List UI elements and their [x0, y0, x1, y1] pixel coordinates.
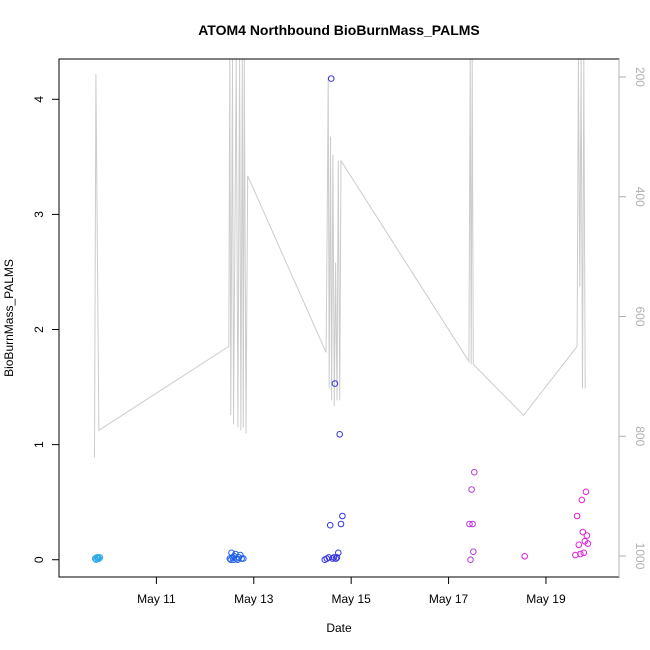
chart-title: ATOM4 Northbound BioBurnMass_PALMS [198, 22, 480, 38]
data-point [232, 550, 239, 558]
data-point [467, 556, 474, 564]
x-tick-label: May 15 [331, 592, 371, 606]
y-tick-label: 1 [32, 441, 46, 448]
y-tick-label: 3 [32, 211, 46, 218]
data-point [91, 555, 99, 562]
data-point [339, 512, 346, 520]
x-axis-label: Date [326, 621, 352, 635]
y2-tick-label: 1000 [633, 543, 647, 570]
data-point [573, 512, 581, 520]
data-point [332, 555, 340, 562]
x-tick-label: May 11 [137, 592, 176, 606]
data-point [578, 496, 586, 504]
data-point [325, 554, 333, 561]
data-point [580, 549, 588, 557]
data-point [329, 555, 336, 562]
y2-tick-label: 200 [633, 67, 647, 87]
data-point [582, 488, 590, 496]
data-point [336, 431, 344, 438]
data-point [337, 520, 345, 528]
data-point [583, 532, 591, 539]
pressure-line [94, 59, 586, 458]
y2-tick-label: 600 [633, 306, 647, 326]
pressure-line-layer [94, 59, 586, 458]
data-point [96, 554, 104, 561]
y2-tick-label: 400 [633, 187, 647, 207]
data-point [240, 555, 247, 562]
data-point [469, 520, 476, 528]
data-point [230, 556, 237, 564]
data-point [584, 540, 592, 547]
data-point [575, 541, 583, 549]
x-tick-label: May 17 [429, 592, 469, 606]
y-tick-label: 0 [32, 556, 46, 563]
data-point [579, 528, 587, 536]
data-point [331, 380, 339, 387]
data-point [95, 555, 103, 562]
data-point [333, 554, 341, 561]
data-point [471, 468, 478, 476]
data-point [335, 549, 342, 557]
x-tick-label: May 19 [526, 592, 566, 606]
data-point [577, 550, 584, 558]
axes-layer: May 11 May 13 May 15 May 17 May 19 0 1 2 3 4 200 40… [32, 58, 647, 606]
y-tick-label: 4 [32, 96, 46, 103]
data-point [327, 75, 335, 82]
y2-tick-label: 800 [633, 426, 647, 446]
data-point [468, 486, 475, 493]
data-point [521, 553, 529, 560]
data-point [466, 520, 473, 528]
data-points-layer [91, 75, 592, 564]
data-point [326, 521, 334, 529]
y-tick-label: 2 [32, 326, 46, 333]
y-axis-label: BioBurnMass_PALMS [2, 259, 16, 377]
data-point [470, 548, 477, 556]
x-tick-label: May 13 [234, 592, 274, 606]
